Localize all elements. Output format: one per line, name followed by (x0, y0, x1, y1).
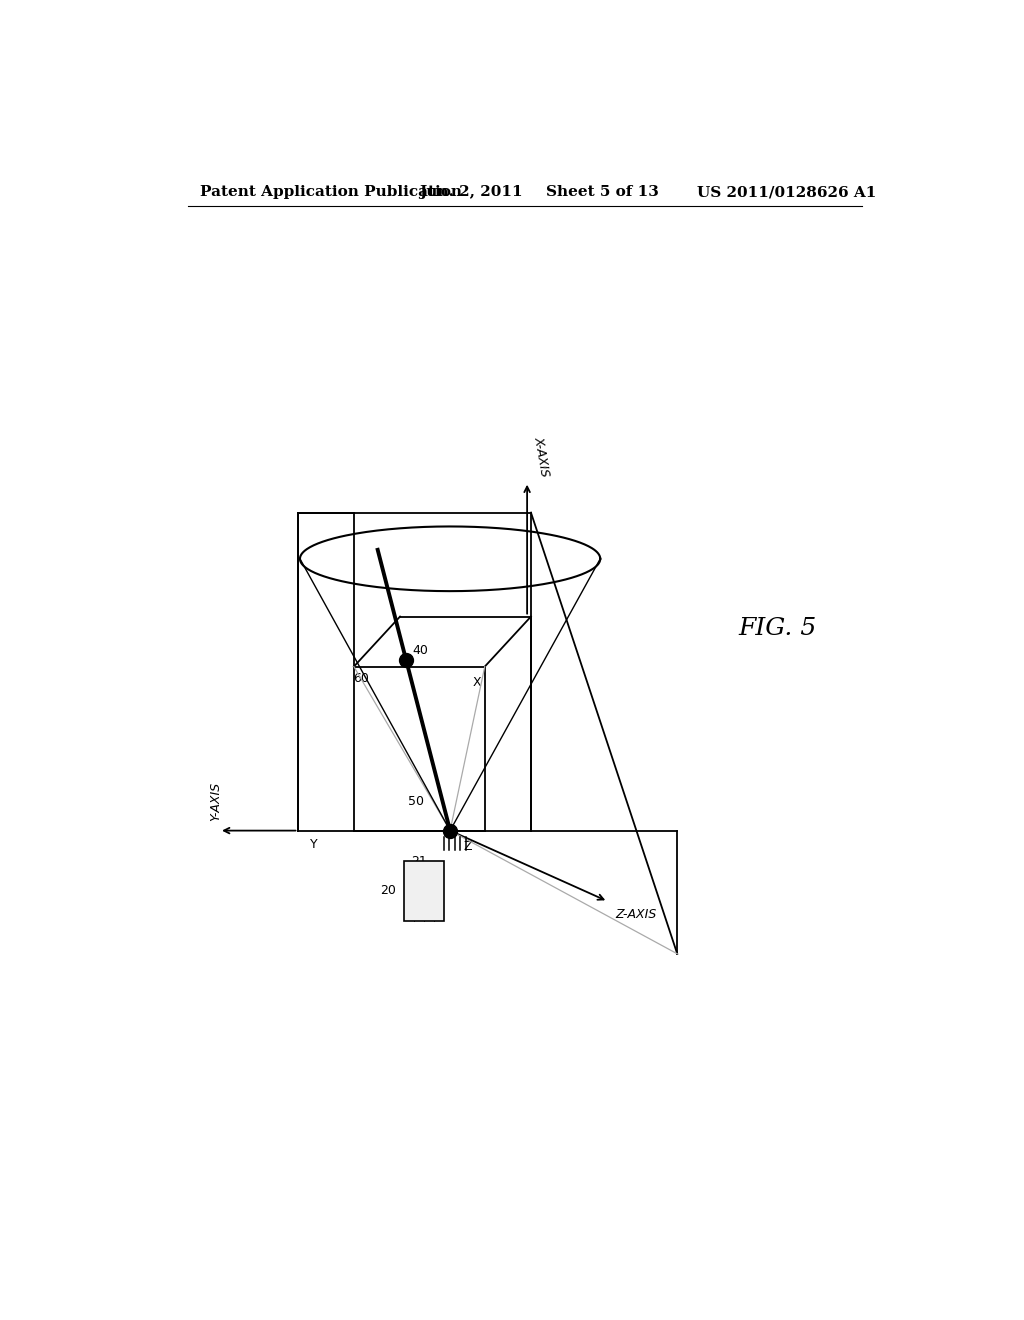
Text: Y-AXIS: Y-AXIS (209, 783, 222, 821)
Text: 60: 60 (353, 672, 370, 685)
Text: FIG. 5: FIG. 5 (739, 616, 817, 640)
Bar (403, 861, 444, 921)
Text: Z-AXIS: Z-AXIS (615, 908, 657, 920)
Text: 21: 21 (412, 855, 427, 869)
Text: X-AXIS: X-AXIS (531, 436, 552, 478)
Text: US 2011/0128626 A1: US 2011/0128626 A1 (696, 185, 876, 199)
Text: 40: 40 (413, 644, 428, 656)
Text: X: X (472, 676, 481, 689)
Text: Y: Y (310, 838, 317, 851)
Text: Z: Z (464, 840, 472, 853)
Text: 50: 50 (408, 795, 424, 808)
Text: Patent Application Publication: Patent Application Publication (200, 185, 462, 199)
Text: Sheet 5 of 13: Sheet 5 of 13 (547, 185, 659, 199)
Text: Jun. 2, 2011: Jun. 2, 2011 (419, 185, 523, 199)
Text: 20: 20 (380, 884, 396, 898)
